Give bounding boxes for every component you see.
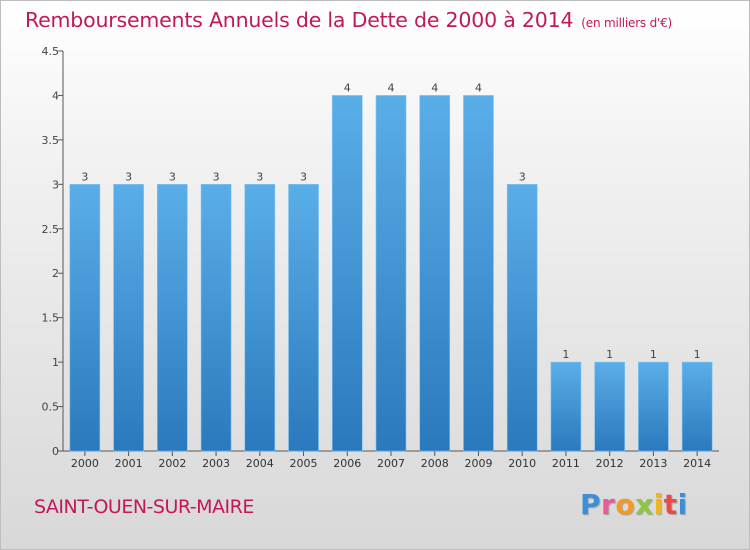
x-tick-label: 2011 [552,457,580,470]
x-tick-label: 2006 [333,457,361,470]
data-label: 4 [388,81,395,94]
unit-note: (en milliers d'€) [581,16,673,30]
data-label: 3 [300,170,307,183]
chart-title: Remboursements Annuels de la Dette de 20… [25,8,672,32]
y-tick-label: 3 [52,178,59,191]
logo-letter: i [653,488,664,521]
x-tick-label: 2001 [115,457,143,470]
bar [157,184,188,452]
logo-letter: o [615,488,636,521]
x-tick-label: 2013 [639,457,667,470]
bar [113,184,144,452]
x-tick-label: 2002 [158,457,186,470]
data-label: 3 [125,170,132,183]
y-tick-label: 1.5 [42,312,60,325]
bar [638,361,669,452]
x-tick-label: 2000 [71,457,99,470]
y-tick-label: 1 [52,356,59,369]
data-label: 1 [562,348,569,361]
bar [288,184,319,452]
bar [419,95,451,452]
title-text: Remboursements Annuels de la Dette de 20… [25,8,574,32]
x-tick-label: 2009 [464,457,492,470]
city-name: SAINT-OUEN-SUR-MAIRE [34,496,254,518]
x-tick-label: 2005 [290,457,318,470]
x-tick-label: 2007 [377,457,405,470]
data-label: 4 [344,81,351,94]
x-tick-label: 2010 [508,457,536,470]
bars: 3 3 3 3 3 3 4 4 4 4 3 1 1 1 1 [69,81,713,452]
x-tick-label: 2008 [421,457,449,470]
x-tick-label: 2014 [683,457,711,470]
proxiti-logo: Proxiti [580,488,688,521]
data-label: 1 [650,348,657,361]
logo-letter: P [580,488,602,521]
y-tick-label: 0.5 [42,401,60,414]
bar [200,184,232,452]
data-label: 3 [213,170,220,183]
logo-letter: r [601,488,616,521]
y-tick-label: 4 [52,89,59,102]
data-label: 4 [475,81,482,94]
logo-letter: x [635,488,654,521]
bar [331,95,363,452]
y-tick-label: 0 [52,445,59,458]
y-tick-label: 2.5 [42,223,60,236]
data-label: 4 [431,81,438,94]
y-axis: 0 0.5 1 1.5 2 2.5 3 3.5 4 4.5 [42,45,64,458]
data-label: 3 [169,170,176,183]
data-label: 3 [81,170,88,183]
bar [681,361,713,452]
bar [506,184,538,452]
bar [463,95,494,452]
data-label: 1 [606,348,613,361]
x-axis: 2000 2001 2002 2003 2004 2005 2006 2007 2008 2009… [63,450,719,470]
bar [69,184,101,452]
x-tick-label: 2004 [246,457,274,470]
bar [594,361,625,452]
y-tick-label: 3.5 [42,134,60,147]
data-label: 1 [694,348,701,361]
logo-letter: i [677,488,688,521]
x-tick-label: 2012 [596,457,624,470]
y-tick-label: 2 [52,267,59,280]
bar [375,95,407,452]
data-label: 3 [519,170,526,183]
x-tick-label: 2003 [202,457,230,470]
logo-letter: t [663,488,678,521]
y-tick-label: 4.5 [42,45,60,58]
bar [244,184,276,452]
bar [550,361,582,452]
data-label: 3 [256,170,263,183]
